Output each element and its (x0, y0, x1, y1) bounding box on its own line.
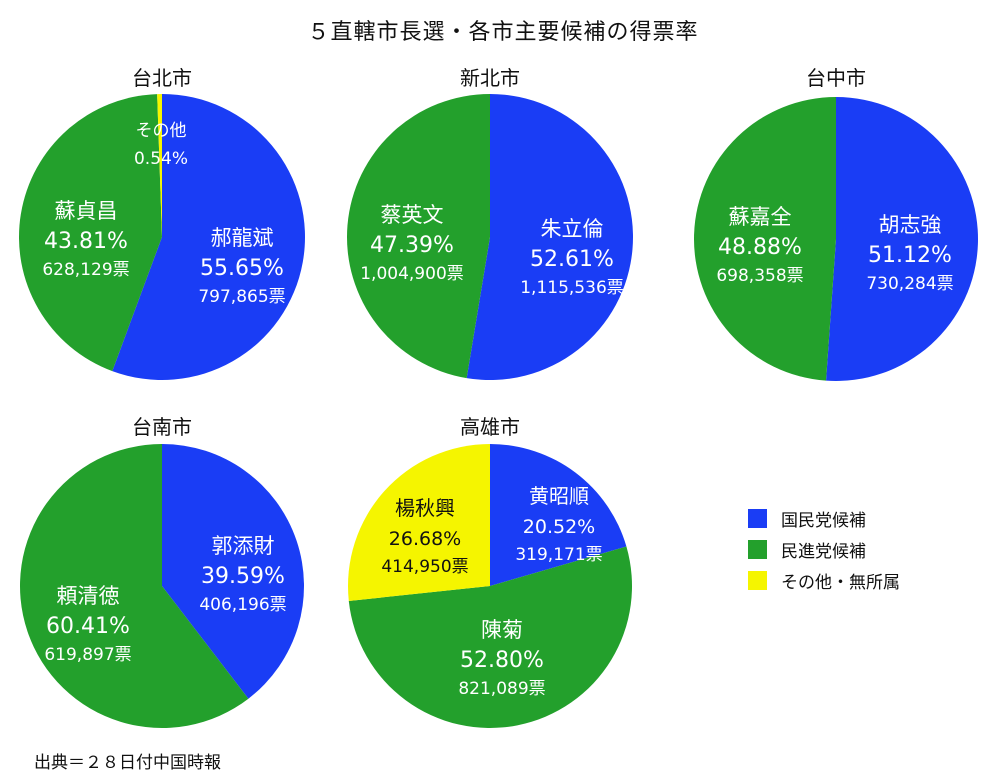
slice-label-votes: 414,950票 (381, 557, 468, 577)
slice-label-percent: 60.41% (46, 614, 130, 639)
slice-label-name: 陳菊 (481, 618, 523, 642)
slice-label-percent: 39.59% (201, 564, 285, 589)
slice-label-votes: 1,004,900票 (360, 264, 464, 284)
legend-item-kmt: 国民党候補 (748, 507, 900, 531)
legend-swatch-dpp (748, 539, 767, 559)
slice-label-percent: 51.12% (868, 243, 952, 268)
pie-slice-other (348, 444, 490, 601)
pie-slice-dpp (19, 94, 163, 372)
pie-title: 台南市 (132, 415, 192, 439)
slice-label-votes: 797,865票 (198, 287, 285, 307)
slice-label-name: 蘇貞昌 (55, 199, 118, 223)
chart-title: ５直轄市長選・各市主要候補の得票率 (307, 20, 699, 45)
slice-label-name: 郭添財 (212, 534, 275, 558)
pie-title: 台北市 (132, 66, 192, 90)
slice-label-name: 蘇嘉全 (729, 205, 792, 229)
slice-label-votes: 698,358票 (716, 266, 803, 286)
slice-label-votes: 1,115,536票 (520, 278, 624, 298)
pie-title: 高雄市 (460, 415, 520, 439)
slice-label-name: 蔡英文 (381, 203, 444, 227)
slice-label-name: 胡志強 (879, 213, 942, 237)
slice-label-percent: 43.81% (44, 229, 128, 254)
pie-slice-kmt (826, 97, 979, 381)
pie-slice-kmt (112, 94, 306, 380)
pie-title: 新北市 (460, 66, 520, 90)
slice-label-name: 楊秋興 (395, 496, 455, 520)
pie-slice-dpp (19, 444, 249, 728)
slice-label-percent: 55.65% (200, 256, 284, 281)
pie-slice-kmt (490, 444, 627, 586)
legend-label-kmt: 国民党候補 (781, 510, 866, 531)
slice-label-name: 郝龍斌 (211, 226, 274, 250)
legend-item-other: その他・無所属 (748, 569, 900, 593)
pie-slice-kmt (162, 444, 304, 699)
slice-label-percent: 47.39% (370, 233, 454, 258)
pie-slice-kmt (466, 94, 634, 381)
slice-label-name: 朱立倫 (541, 217, 604, 241)
slice-label-percent: 20.52% (523, 516, 595, 538)
slice-label-percent: 52.80% (460, 648, 544, 673)
slice-label-votes: 730,284票 (866, 274, 953, 294)
slice-label-percent: 26.68% (389, 528, 461, 550)
legend-swatch-kmt (748, 508, 767, 528)
slice-label-name: 黄昭順 (529, 484, 589, 508)
pie-slice-other (157, 94, 162, 237)
slice-label-votes: 619,897票 (44, 645, 131, 665)
slice-label-percent: 0.54% (134, 149, 188, 169)
source-note: 出典＝２８日付中国時報 (34, 753, 221, 773)
pie-slice-dpp (694, 97, 836, 381)
pie-title: 台中市 (806, 66, 866, 90)
pie-slice-dpp (347, 94, 490, 379)
legend-label-other: その他・無所属 (781, 572, 900, 593)
pie-slice-dpp (348, 546, 632, 728)
slice-label-name: 頼清徳 (57, 584, 120, 608)
slice-label-votes: 628,129票 (42, 260, 129, 280)
slice-label-votes: 406,196票 (199, 595, 286, 615)
slice-label-votes: 319,171票 (515, 545, 602, 565)
legend-item-dpp: 民進党候補 (748, 538, 900, 562)
slice-label-percent: 52.61% (530, 247, 614, 272)
legend: 国民党候補 民進党候補 その他・無所属 (748, 507, 900, 600)
slice-label-votes: 821,089票 (458, 679, 545, 699)
slice-label-percent: 48.88% (718, 235, 802, 260)
legend-swatch-other (748, 570, 767, 590)
slice-label-name: その他 (136, 121, 187, 141)
legend-label-dpp: 民進党候補 (781, 541, 866, 562)
